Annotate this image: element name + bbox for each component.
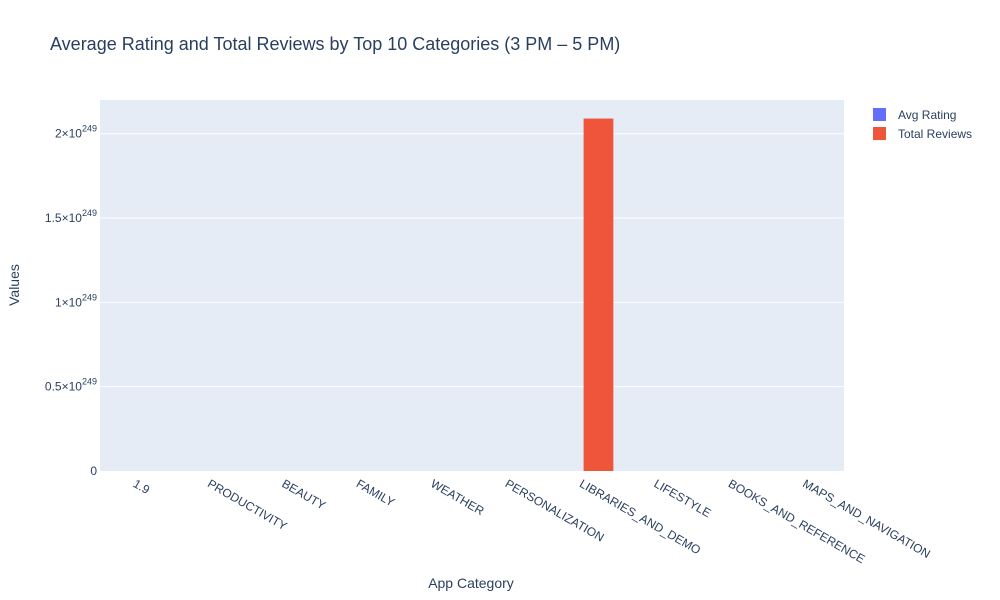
- x-tick-label: FAMILY: [354, 476, 397, 509]
- y-tick-label: 2×10249: [55, 124, 97, 141]
- legend-swatch[interactable]: [873, 127, 886, 140]
- chart-title: Average Rating and Total Reviews by Top …: [50, 34, 620, 54]
- legend-item-label[interactable]: Avg Rating: [898, 108, 956, 122]
- x-tick-label: LIFESTYLE: [652, 476, 714, 520]
- y-tick-label: 1.5×10249: [45, 208, 97, 225]
- x-tick-label: LIBRARIES_AND_DEMO: [577, 476, 703, 557]
- bar[interactable]: [583, 118, 614, 472]
- x-tick-label: MAPS_AND_NAVIGATION: [800, 476, 933, 561]
- y-tick-label: 1×10249: [55, 292, 97, 309]
- x-tick-label: BOOKS_AND_REFERENCE: [726, 476, 868, 566]
- x-tick-label: PRODUCTIVITY: [205, 476, 289, 533]
- y-axis-title: Values: [6, 264, 22, 306]
- x-axis-title: App Category: [428, 575, 514, 591]
- x-tick-label: WEATHER: [428, 476, 486, 518]
- y-tick-label: 0.5×10249: [45, 377, 97, 394]
- y-tick-label: 0: [90, 464, 97, 478]
- plot-area: [100, 100, 844, 471]
- y-axis-ticks: 0 0.5×10249 1×10249 1.5×10249 2×10249: [45, 124, 97, 478]
- x-tick-label: BEAUTY: [280, 476, 329, 512]
- legend-swatch[interactable]: [873, 108, 886, 121]
- x-tick-label: 1.9: [131, 476, 153, 497]
- legend-item-label[interactable]: Total Reviews: [898, 127, 972, 141]
- bars: [583, 118, 614, 472]
- gridlines: [100, 133, 844, 388]
- legend[interactable]: Avg Rating Total Reviews: [873, 108, 972, 141]
